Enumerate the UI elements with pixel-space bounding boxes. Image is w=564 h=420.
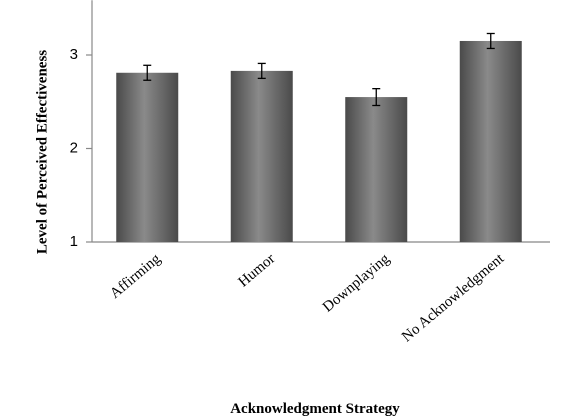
x-tick-label: Humor: [235, 251, 278, 291]
x-tick-label: Downplaying: [320, 250, 393, 315]
x-tick-label: Affirming: [107, 250, 164, 301]
bar: [345, 97, 408, 242]
y-tick-label: 2: [70, 139, 78, 156]
y-axis-title: Level of Perceived Effectiveness: [34, 50, 50, 254]
x-tick-label: No Acknowledgment: [399, 250, 508, 345]
plot-area: 1 2 3 Affirming Humor Downplaying No Acknowled…: [70, 0, 550, 345]
bar: [116, 72, 179, 242]
bar: [230, 70, 293, 243]
y-tick-label: 3: [70, 46, 78, 63]
y-tick-label: 1: [70, 233, 78, 250]
bar: [459, 40, 522, 242]
x-axis-title: Acknowledgment Strategy: [230, 401, 400, 417]
